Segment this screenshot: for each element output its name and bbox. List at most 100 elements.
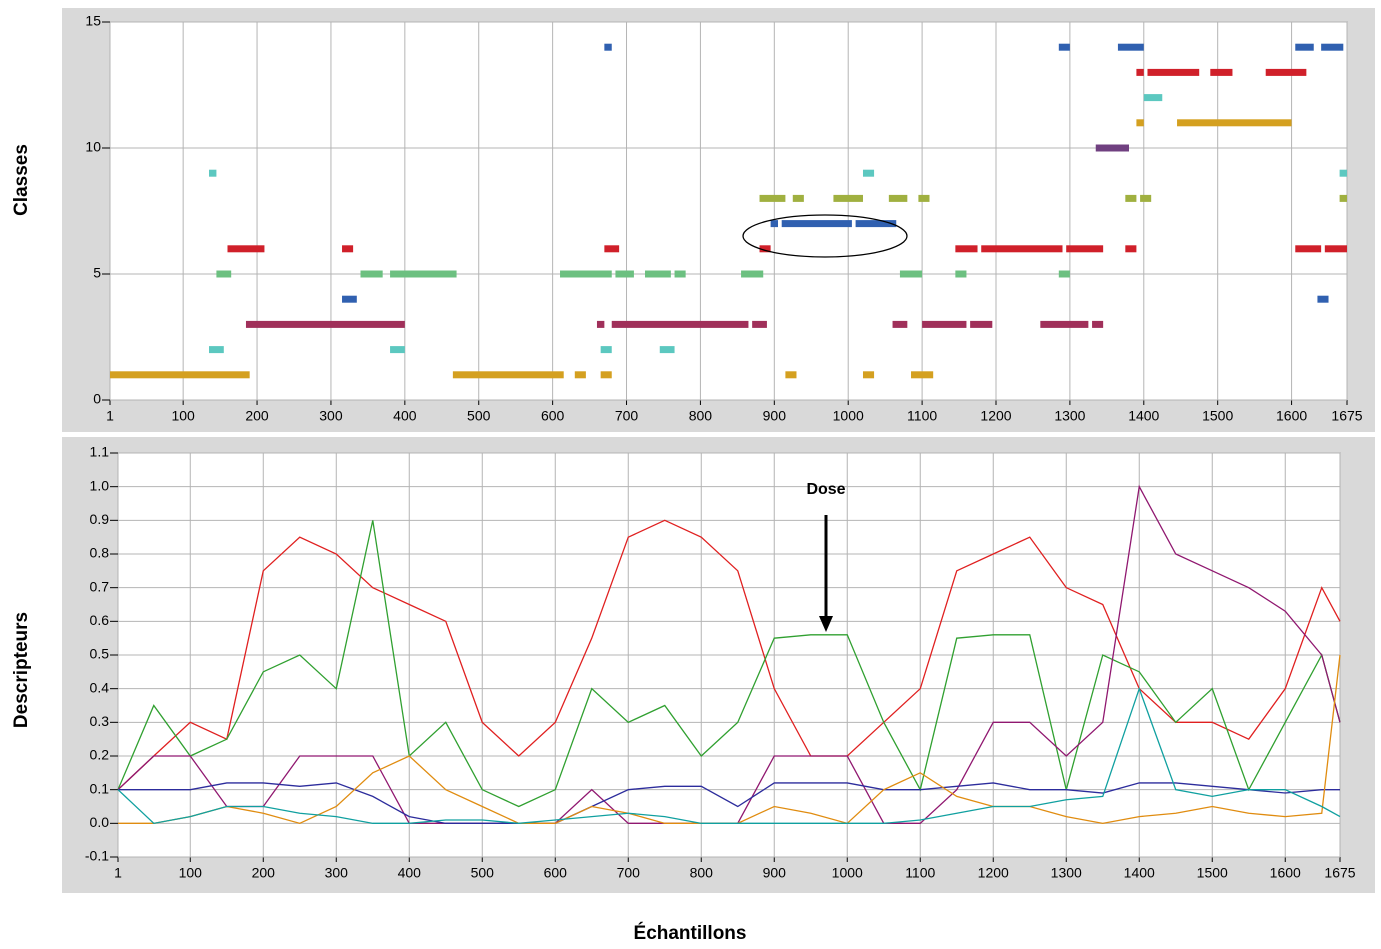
class-segment	[574, 371, 586, 379]
class-segment	[390, 270, 457, 278]
x-tick-label: 1400	[1124, 865, 1155, 881]
y-tick-label: 0	[93, 391, 101, 407]
class-segment	[360, 270, 383, 278]
class-segment	[922, 320, 967, 328]
class-segment	[1295, 43, 1314, 51]
x-tick-label: 1100	[905, 865, 935, 881]
x-tick-label: 800	[690, 865, 714, 881]
class-segment	[1210, 68, 1233, 76]
series-line	[117, 520, 1341, 808]
class-segment	[1140, 194, 1152, 202]
class-segment	[216, 270, 232, 278]
class-segment	[1040, 320, 1089, 328]
x-tick-label: 100	[171, 408, 195, 424]
y-tick-label: 1.0	[90, 477, 110, 493]
x-tick-label: 1500	[1197, 865, 1228, 881]
x-tick-label: 200	[252, 865, 276, 881]
class-segment	[792, 194, 804, 202]
class-segment	[110, 371, 250, 379]
class-segment	[227, 245, 265, 253]
class-segment	[600, 371, 612, 379]
class-segment	[659, 346, 675, 354]
class-segment	[1265, 68, 1307, 76]
class-segment	[1058, 43, 1070, 51]
x-tick-label: 1500	[1202, 408, 1233, 424]
y-axis-title: Classes	[11, 144, 32, 216]
top-layer: 1 100 200 300 400 500 600 700 800 900 1000 1100 1200…	[85, 13, 1362, 424]
highlight-ellipse	[742, 214, 908, 258]
class-segment	[1324, 245, 1347, 253]
class-segment	[785, 371, 797, 379]
class-segment	[833, 194, 863, 202]
class-segment	[1058, 270, 1070, 278]
class-segment	[1066, 245, 1104, 253]
class-segment	[600, 346, 612, 354]
class-segment	[752, 320, 767, 328]
class-segment	[759, 194, 786, 202]
y-tick-label: 0.0	[90, 814, 110, 830]
x-tick-label: 200	[245, 408, 269, 424]
class-segment	[1295, 245, 1322, 253]
y-tick-label: -0.1	[85, 848, 109, 864]
class-segment	[674, 270, 686, 278]
class-segment	[855, 220, 897, 228]
class-segment	[970, 320, 993, 328]
y-tick-label: 10	[85, 139, 101, 155]
class-segment	[1143, 94, 1163, 102]
class-segment	[899, 270, 923, 278]
class-segment	[759, 245, 771, 253]
x-tick-label: 400	[393, 408, 417, 424]
series-line	[117, 686, 1341, 825]
class-segment	[770, 220, 779, 228]
x-tick-label: 900	[763, 408, 787, 424]
bottom-layer: 1 100 200 300 400 500 600 700 800 900 1000 1100 1200…	[85, 444, 1356, 881]
class-segment	[611, 320, 749, 328]
y-tick-label: 0.4	[90, 679, 110, 695]
class-segment	[1125, 245, 1137, 253]
class-segment	[918, 194, 930, 202]
x-tick-label: 300	[319, 408, 343, 424]
x-tick-label: 1000	[832, 865, 863, 881]
x-tick-label: 500	[467, 408, 491, 424]
y-tick-label: 0.8	[90, 545, 110, 561]
arrow-head	[819, 616, 833, 632]
series-line	[117, 519, 1341, 791]
y-tick-label: 0.9	[90, 511, 110, 527]
x-tick-label: 100	[179, 865, 203, 881]
annotation: Dose	[806, 481, 845, 498]
x-tick-label: 1000	[833, 408, 864, 424]
x-tick-label: 600	[544, 865, 568, 881]
class-segment	[1317, 295, 1329, 303]
class-segment	[560, 270, 612, 278]
class-segment	[342, 295, 357, 303]
x-tick-label: 1300	[1054, 408, 1085, 424]
class-segment	[1092, 320, 1104, 328]
y-tick-label: 1.1	[90, 444, 110, 460]
x-tick-label: 1675	[1331, 408, 1362, 424]
x-tick-label: 1600	[1270, 865, 1301, 881]
class-segment	[1125, 194, 1137, 202]
x-tick-label: 400	[398, 865, 422, 881]
x-tick-label: 1	[114, 865, 122, 881]
y-tick-label: 0.6	[90, 612, 110, 628]
y-tick-label: 15	[85, 13, 101, 29]
plot-area-top	[109, 21, 1348, 401]
class-segment	[955, 245, 978, 253]
class-segment	[615, 270, 634, 278]
x-tick-label: 1675	[1324, 865, 1355, 881]
class-segment	[209, 169, 217, 177]
x-tick-label: 600	[541, 408, 565, 424]
class-segment	[862, 371, 875, 379]
class-segment	[245, 320, 405, 328]
x-tick-label: 1400	[1128, 408, 1159, 424]
y-tick-label: 0.3	[90, 713, 110, 729]
class-segment	[1095, 144, 1130, 152]
x-tick-label: 1100	[907, 408, 937, 424]
class-segment	[981, 245, 1063, 253]
x-tick-label: 1300	[1051, 865, 1082, 881]
y-tick-label: 0.1	[90, 780, 110, 796]
y-tick-label: 5	[93, 265, 101, 281]
class-segment	[955, 270, 967, 278]
class-segment	[1339, 169, 1347, 177]
